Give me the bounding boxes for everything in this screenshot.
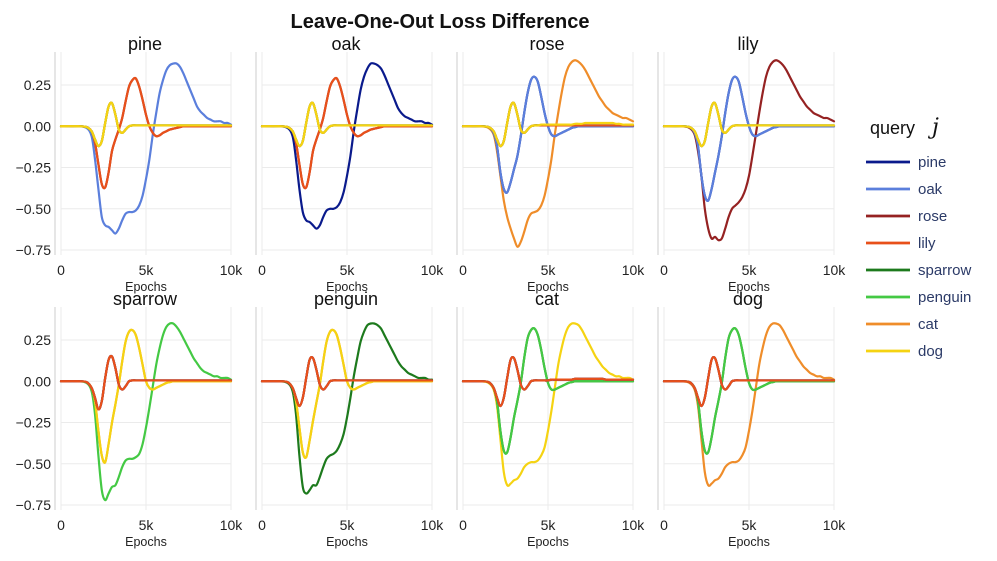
x-tick-label: 5k [340, 517, 356, 533]
series-line-lily [662, 355, 836, 408]
panel-lily: lily 0 5k 10k Epochs [657, 34, 847, 294]
panel-rose: rose 0 5k 10k Epochs [456, 34, 646, 294]
y-tick-label: 0.00 [24, 373, 51, 389]
panel-pine: pine 0.25 0.00 −0.25 −0.50 −0.75 0 5k 10k Epochs [16, 34, 244, 294]
y-tick-label: −0.25 [16, 160, 52, 176]
x-axis-label: Epochs [728, 280, 770, 294]
legend-item-lily: lily [866, 235, 936, 252]
y-tick-label: −0.25 [16, 415, 52, 431]
x-axis-label: Epochs [125, 535, 167, 549]
legend-title-symbol: j [927, 115, 939, 140]
series-line-dog [461, 101, 635, 148]
x-tick-label: 0 [660, 262, 668, 278]
legend-label: penguin [918, 289, 971, 306]
x-tick-label: 5k [139, 517, 155, 533]
legend-item-oak: oak [866, 181, 943, 198]
x-tick-label: 10k [823, 517, 847, 533]
x-tick-label: 0 [57, 517, 65, 533]
legend-label: rose [918, 208, 947, 225]
legend-item-sparrow: sparrow [866, 262, 972, 279]
chart-title: Leave-One-Out Loss Difference [291, 11, 590, 33]
series-line-dog [662, 101, 836, 148]
legend-item-dog: dog [866, 343, 943, 360]
x-tick-label: 5k [139, 262, 155, 278]
series-line-sparrow [260, 322, 434, 495]
legend-label: sparrow [918, 262, 972, 279]
panel-title: lily [738, 34, 759, 54]
legend-label: cat [918, 316, 939, 333]
x-axis-label: Epochs [728, 535, 770, 549]
series-line-dog [260, 101, 434, 148]
panel-penguin: penguin 0 5k 10k Epochs [255, 289, 445, 549]
panel-title: dog [733, 289, 763, 309]
series-line-penguin [59, 321, 233, 502]
x-tick-label: 5k [742, 517, 758, 533]
x-tick-label: 0 [459, 262, 467, 278]
x-tick-label: 0 [258, 262, 266, 278]
panel-title: pine [128, 34, 162, 54]
panel-title: penguin [314, 289, 378, 309]
panel-cat: cat 0 5k 10k Epochs [456, 289, 646, 549]
x-tick-label: 10k [421, 517, 445, 533]
panel-dog: dog 0 5k 10k Epochs [657, 289, 847, 549]
series-line-cat [461, 59, 635, 248]
series-line-oak [59, 62, 233, 235]
y-tick-label: −0.50 [16, 456, 52, 472]
legend: query j pine oak rose lily sparrow penguin cat do… [866, 115, 972, 360]
y-tick-label: 0.00 [24, 118, 51, 134]
x-tick-label: 5k [541, 517, 557, 533]
series-line-penguin [461, 327, 635, 455]
x-tick-label: 0 [57, 262, 65, 278]
y-tick-label: −0.75 [16, 497, 52, 513]
x-tick-label: 0 [459, 517, 467, 533]
series-line-pine [260, 62, 434, 230]
x-tick-label: 10k [421, 262, 445, 278]
legend-item-cat: cat [866, 316, 939, 333]
y-tick-label: 0.25 [24, 77, 51, 93]
x-tick-label: 10k [823, 262, 847, 278]
legend-label: pine [918, 154, 946, 171]
series-line-rose [662, 59, 836, 242]
panel-title: cat [535, 289, 559, 309]
series-line-lily [59, 354, 233, 411]
y-tick-label: −0.75 [16, 242, 52, 258]
x-tick-label: 5k [742, 262, 758, 278]
panel-title: oak [331, 34, 361, 54]
y-tick-label: 0.25 [24, 332, 51, 348]
legend-item-pine: pine [866, 154, 946, 171]
series-line-lily [461, 355, 635, 408]
legend-label: dog [918, 343, 943, 360]
x-axis-label: Epochs [527, 280, 569, 294]
x-tick-label: 10k [622, 262, 646, 278]
legend-label: lily [918, 235, 936, 252]
x-tick-label: 5k [541, 262, 557, 278]
legend-label: oak [918, 181, 943, 198]
x-tick-label: 10k [220, 262, 244, 278]
series-line-cat [662, 322, 836, 488]
legend-item-penguin: penguin [866, 289, 971, 306]
x-tick-label: 10k [622, 517, 646, 533]
x-axis-label: Epochs [326, 280, 368, 294]
x-tick-label: 0 [258, 517, 266, 533]
panel-sparrow: sparrow 0.25 0.00 −0.25 −0.50 −0.75 0 5k 10k Epoc… [16, 289, 244, 549]
x-axis-label: Epochs [527, 535, 569, 549]
panel-oak: oak 0 5k 10k Epochs [255, 34, 445, 294]
x-tick-label: 0 [660, 517, 668, 533]
x-axis-label: Epochs [326, 535, 368, 549]
y-tick-label: −0.50 [16, 201, 52, 217]
x-axis-label: Epochs [125, 280, 167, 294]
legend-item-rose: rose [866, 208, 947, 225]
legend-title: query [870, 118, 915, 138]
panel-title: rose [529, 34, 564, 54]
x-tick-label: 5k [340, 262, 356, 278]
series-line-dog [461, 322, 635, 488]
series-line-dog [59, 101, 233, 148]
series-line-lily [260, 355, 434, 408]
panel-title: sparrow [113, 289, 178, 309]
x-tick-label: 10k [220, 517, 244, 533]
